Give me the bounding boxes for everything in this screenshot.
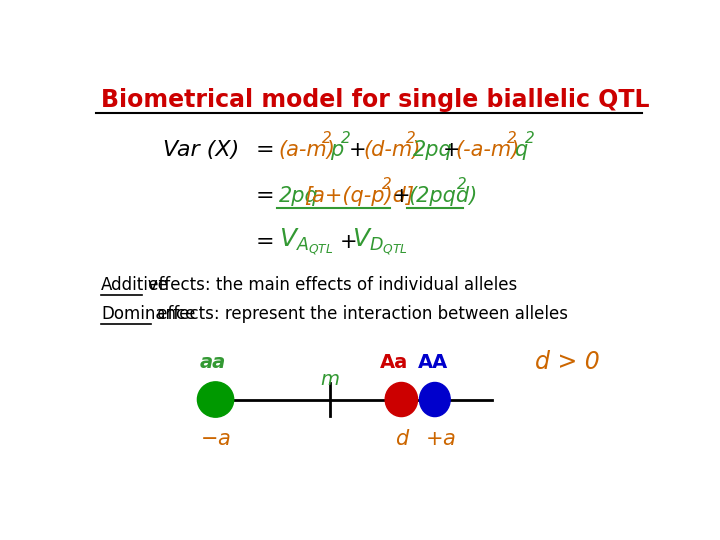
- Text: =: =: [256, 140, 274, 160]
- Text: Aa: Aa: [380, 353, 408, 372]
- Text: =: =: [256, 232, 274, 252]
- Text: 2: 2: [406, 131, 416, 146]
- Text: 2: 2: [341, 131, 351, 146]
- Text: q: q: [514, 140, 527, 160]
- Ellipse shape: [385, 382, 418, 416]
- Text: $-a$: $-a$: [200, 429, 231, 449]
- Text: $V_{A_{QTL}}$: $V_{A_{QTL}}$: [279, 226, 333, 257]
- Text: (-a-m): (-a-m): [456, 140, 520, 160]
- Text: +: +: [348, 140, 366, 160]
- Text: AA: AA: [418, 353, 449, 372]
- Text: Biometrical model for single biallelic QTL: Biometrical model for single biallelic Q…: [101, 87, 649, 112]
- Text: +: +: [443, 140, 460, 160]
- Text: effects: the main effects of individual alleles: effects: the main effects of individual …: [143, 276, 517, 294]
- Text: Dominance: Dominance: [101, 305, 196, 323]
- Text: (2pqd): (2pqd): [408, 186, 477, 206]
- Text: aa: aa: [199, 353, 226, 372]
- Text: +: +: [393, 186, 410, 206]
- Text: 2pq: 2pq: [413, 140, 452, 160]
- Text: +: +: [340, 232, 358, 252]
- Text: 2: 2: [322, 131, 331, 146]
- Text: =: =: [256, 186, 274, 206]
- Text: d > 0: d > 0: [535, 350, 600, 374]
- Text: 2: 2: [382, 177, 392, 192]
- Text: 2: 2: [508, 131, 517, 146]
- Text: effects: represent the interaction between alleles: effects: represent the interaction betwe…: [153, 305, 569, 323]
- Text: 2: 2: [456, 177, 467, 192]
- Ellipse shape: [197, 382, 234, 417]
- Text: p: p: [330, 140, 343, 160]
- Ellipse shape: [420, 382, 450, 416]
- Text: Additive: Additive: [101, 276, 169, 294]
- Text: Var (X): Var (X): [163, 140, 239, 160]
- Text: d: d: [395, 429, 408, 449]
- Text: 2: 2: [526, 131, 535, 146]
- Text: 2pq: 2pq: [279, 186, 318, 206]
- Text: m: m: [320, 370, 339, 389]
- Text: [a+(q-p)d]: [a+(q-p)d]: [304, 186, 414, 206]
- Text: $+a$: $+a$: [425, 429, 456, 449]
- Text: (a-m): (a-m): [279, 140, 336, 160]
- Text: (d-m): (d-m): [364, 140, 420, 160]
- Text: $V_{D_{QTL}}$: $V_{D_{QTL}}$: [352, 226, 408, 257]
